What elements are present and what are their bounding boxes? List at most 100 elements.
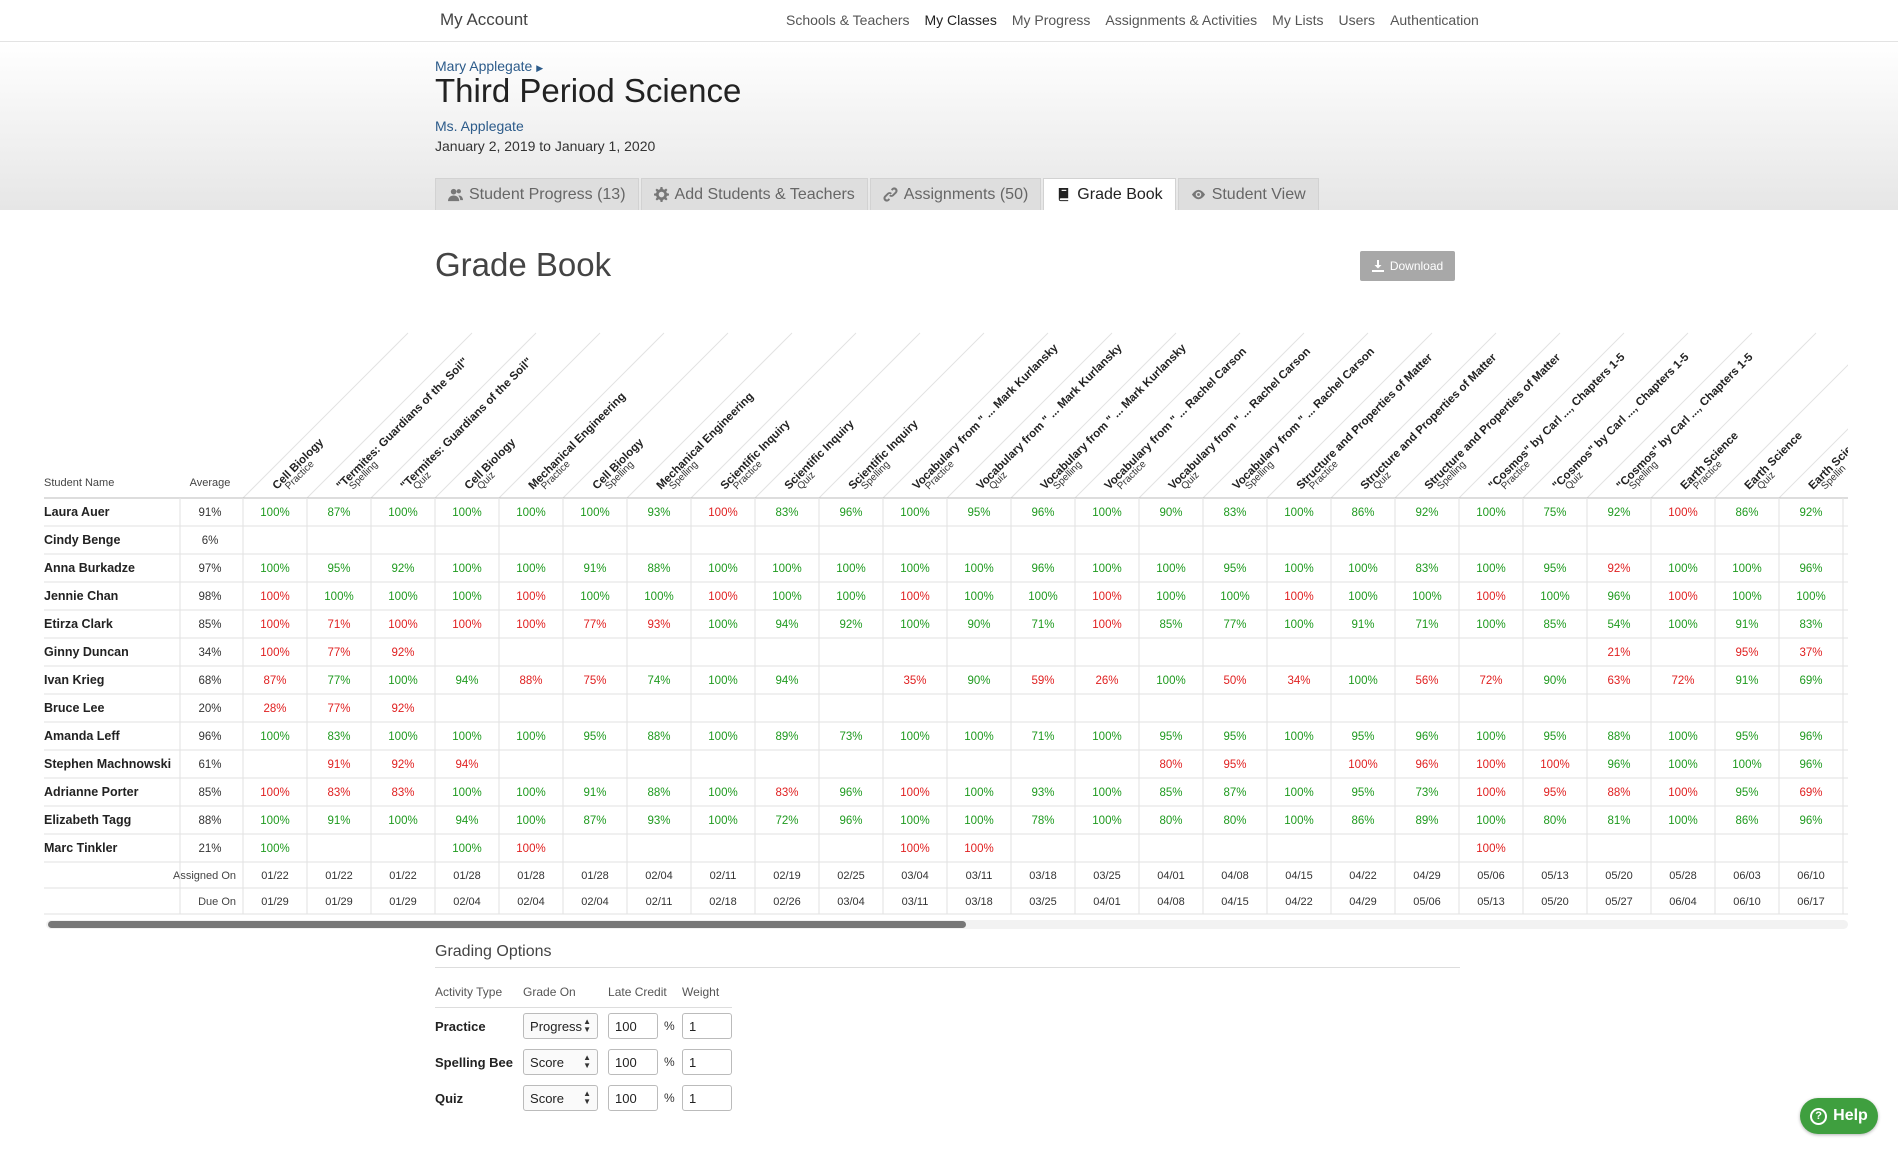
score-cell[interactable]: 88% — [1607, 787, 1630, 799]
score-cell[interactable]: 96% — [839, 815, 862, 827]
breadcrumb[interactable]: Mary Applegate ▶ — [435, 58, 543, 74]
score-cell[interactable]: 92% — [1799, 507, 1822, 519]
column-title[interactable]: Structure and Properties of Matter — [1423, 351, 1564, 492]
tab-assignments[interactable]: Assignments (50) — [869, 178, 1042, 210]
teacher-link[interactable]: Ms. Applegate — [435, 118, 524, 134]
score-cell[interactable]: 86% — [1351, 507, 1374, 519]
score-cell[interactable]: 83% — [1799, 619, 1822, 631]
score-cell[interactable]: 100% — [1284, 787, 1313, 799]
column-title[interactable]: Vocabulary from " ... Mark Kurlansky — [911, 342, 1061, 492]
score-cell[interactable]: 93% — [647, 815, 670, 827]
weight-input[interactable]: 1 — [682, 1013, 733, 1039]
score-cell[interactable]: 100% — [388, 619, 417, 631]
grade-on-select[interactable]: Score ▲ ▼ — [523, 1085, 599, 1111]
score-cell[interactable]: 96% — [1799, 563, 1822, 575]
score-cell[interactable]: 85% — [1543, 619, 1566, 631]
score-cell[interactable]: 100% — [516, 619, 545, 631]
score-cell[interactable]: 100% — [1668, 759, 1697, 771]
score-cell[interactable]: 95% — [967, 507, 990, 519]
student-name[interactable]: Anna Burkadze — [44, 561, 135, 575]
score-cell[interactable]: 100% — [1476, 731, 1505, 743]
score-cell[interactable]: 72% — [775, 815, 798, 827]
score-cell[interactable]: 94% — [775, 675, 798, 687]
score-cell[interactable]: 100% — [1412, 591, 1441, 603]
score-cell[interactable]: 77% — [583, 619, 606, 631]
score-cell[interactable]: 100% — [260, 507, 289, 519]
score-cell[interactable]: 90% — [1159, 507, 1182, 519]
download-button[interactable]: Download — [1360, 251, 1455, 281]
score-cell[interactable]: 63% — [1607, 675, 1630, 687]
score-cell[interactable]: 80% — [1159, 759, 1182, 771]
score-cell[interactable]: 91% — [1735, 675, 1758, 687]
score-cell[interactable]: 100% — [1668, 731, 1697, 743]
late-credit-input[interactable]: 100 — [608, 1013, 659, 1039]
score-cell[interactable]: 34% — [1287, 675, 1310, 687]
score-cell[interactable]: 81% — [1607, 815, 1630, 827]
score-cell[interactable]: 94% — [455, 815, 478, 827]
score-cell[interactable]: 100% — [1476, 787, 1505, 799]
score-cell[interactable]: 85% — [1159, 619, 1182, 631]
score-cell[interactable]: 90% — [967, 619, 990, 631]
score-cell[interactable]: 100% — [452, 563, 481, 575]
student-name[interactable]: Jennie Chan — [44, 589, 118, 603]
score-cell[interactable]: 100% — [260, 591, 289, 603]
score-cell[interactable]: 35% — [903, 675, 926, 687]
tab-student-view[interactable]: Student View — [1177, 178, 1319, 210]
student-name[interactable]: Ivan Krieg — [44, 673, 104, 687]
score-cell[interactable]: 100% — [836, 563, 865, 575]
score-cell[interactable]: 100% — [964, 815, 993, 827]
score-cell[interactable]: 100% — [708, 591, 737, 603]
score-cell[interactable]: 100% — [836, 591, 865, 603]
score-cell[interactable]: 71% — [327, 619, 350, 631]
tab-grade-book[interactable]: Grade Book — [1043, 178, 1176, 210]
score-cell[interactable]: 95% — [1223, 731, 1246, 743]
score-cell[interactable]: 96% — [1031, 507, 1054, 519]
score-cell[interactable]: 100% — [708, 787, 737, 799]
score-cell[interactable]: 87% — [327, 507, 350, 519]
score-cell[interactable]: 95% — [1543, 787, 1566, 799]
score-cell[interactable]: 88% — [1607, 731, 1630, 743]
score-cell[interactable]: 100% — [1540, 591, 1569, 603]
column-title[interactable]: Vocabulary from " ... Rachel Carson — [1103, 346, 1249, 492]
score-cell[interactable]: 100% — [580, 591, 609, 603]
score-cell[interactable]: 96% — [839, 787, 862, 799]
score-cell[interactable]: 100% — [900, 731, 929, 743]
score-cell[interactable]: 100% — [900, 787, 929, 799]
score-cell[interactable]: 100% — [1092, 731, 1121, 743]
score-cell[interactable]: 94% — [775, 619, 798, 631]
score-cell[interactable]: 100% — [516, 507, 545, 519]
column-title[interactable]: Structure and Properties of Matter — [1295, 351, 1436, 492]
score-cell[interactable]: 100% — [388, 591, 417, 603]
score-cell[interactable]: 100% — [324, 591, 353, 603]
score-cell[interactable]: 100% — [260, 647, 289, 659]
score-cell[interactable]: 100% — [1668, 619, 1697, 631]
score-cell[interactable]: 73% — [839, 731, 862, 743]
score-cell[interactable]: 100% — [964, 563, 993, 575]
score-cell[interactable]: 80% — [1159, 815, 1182, 827]
score-cell[interactable]: 100% — [1668, 815, 1697, 827]
score-cell[interactable]: 100% — [452, 591, 481, 603]
score-cell[interactable]: 100% — [388, 675, 417, 687]
nav-assignments-activities[interactable]: Assignments & Activities — [1105, 12, 1258, 28]
score-cell[interactable]: 95% — [1543, 731, 1566, 743]
score-cell[interactable]: 91% — [327, 759, 350, 771]
score-cell[interactable]: 92% — [391, 647, 414, 659]
student-name[interactable]: Bruce Lee — [44, 701, 104, 715]
score-cell[interactable]: 100% — [772, 563, 801, 575]
score-cell[interactable]: 91% — [1735, 619, 1758, 631]
score-cell[interactable]: 72% — [1671, 675, 1694, 687]
score-cell[interactable]: 100% — [900, 591, 929, 603]
score-cell[interactable]: 87% — [583, 815, 606, 827]
score-cell[interactable]: 21% — [1607, 647, 1630, 659]
score-cell[interactable]: 100% — [452, 507, 481, 519]
score-cell[interactable]: 100% — [1476, 563, 1505, 575]
score-cell[interactable]: 100% — [1668, 563, 1697, 575]
score-cell[interactable]: 77% — [1223, 619, 1246, 631]
score-cell[interactable]: 100% — [708, 675, 737, 687]
score-cell[interactable]: 100% — [1348, 759, 1377, 771]
column-title[interactable]: "Cosmos" by Carl ..., Chapters 1-5 — [1551, 351, 1692, 492]
score-cell[interactable]: 92% — [1607, 563, 1630, 575]
column-title[interactable]: Vocabulary from " ... Rachel Carson — [1167, 346, 1313, 492]
score-cell[interactable]: 100% — [964, 731, 993, 743]
score-cell[interactable]: 91% — [1351, 619, 1374, 631]
